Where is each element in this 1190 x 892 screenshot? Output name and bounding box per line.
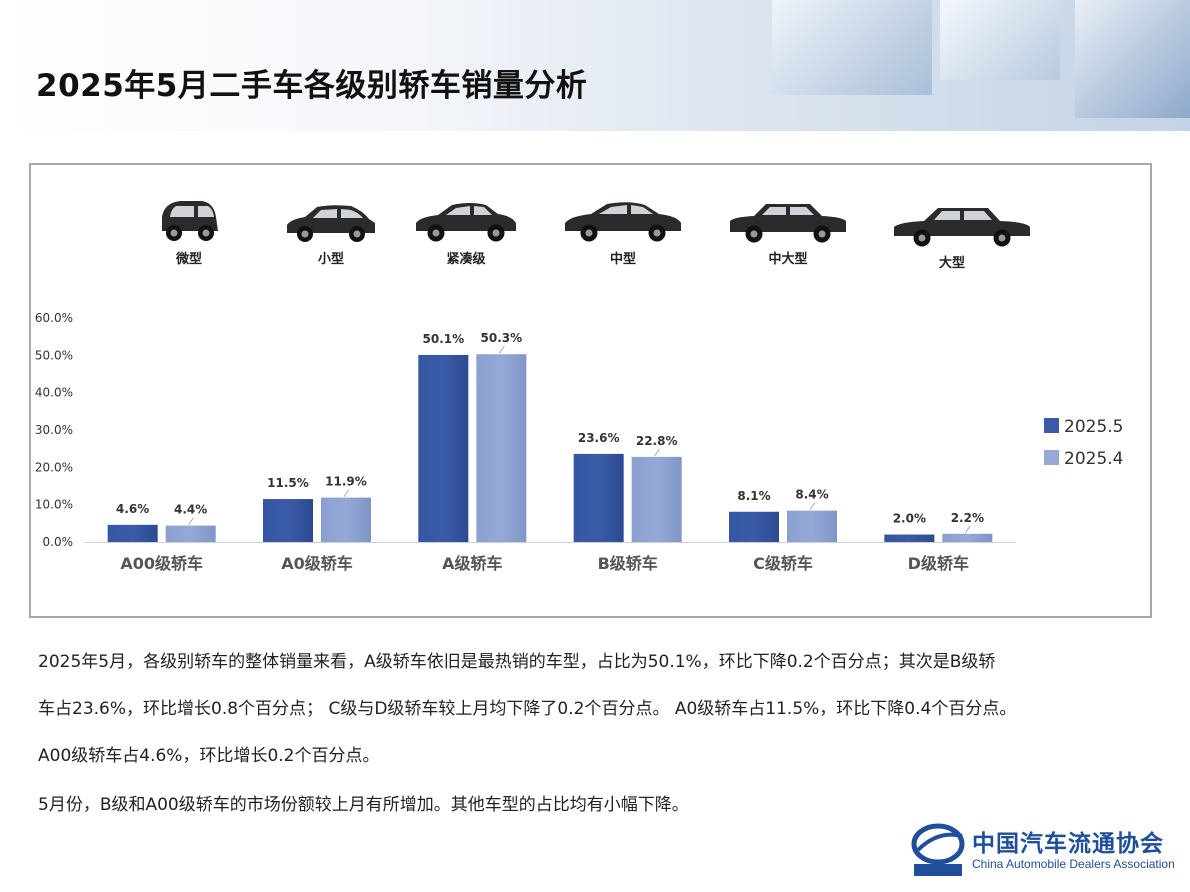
banner-decoration [772, 0, 932, 95]
bar-2025.4 [476, 354, 527, 542]
data-label: 11.5% [267, 476, 309, 490]
y-tick-label: 60.0% [35, 311, 73, 325]
bar-2025.5 [729, 511, 779, 542]
banner-decoration [940, 0, 1060, 80]
hatchback-car-icon [287, 205, 375, 242]
x-category-label: C级轿车 [753, 554, 813, 573]
bar-2025.5 [107, 524, 158, 542]
bar-2025.4 [631, 456, 682, 542]
data-label: 22.8% [636, 434, 678, 448]
description-line: 5月份，B级和A00级轿车的市场份额较上月有所增加。其他车型的占比均有小幅下降。 [38, 795, 689, 815]
data-label: 50.1% [423, 332, 465, 346]
data-label: 11.9% [325, 475, 367, 489]
leader-line [654, 448, 660, 457]
car-type-midsize: 中型 [563, 199, 683, 267]
bar-2025.5 [263, 499, 313, 542]
bar-2025.4 [165, 525, 216, 542]
y-tick-label: 10.0% [35, 498, 73, 512]
data-label: 23.6% [578, 431, 620, 445]
x-category-label: D级轿车 [908, 554, 969, 573]
car-type-label: 紧凑级 [446, 252, 486, 267]
chart-panel: 微型 小型 紧凑级 中型 [29, 163, 1152, 618]
description-line: 2025年5月，各级别轿车的整体销量来看，A级轿车依旧是最热销的车型，占比为50… [38, 652, 996, 672]
x-category-label: A00级轿车 [120, 554, 203, 573]
cada-logo-icon [911, 823, 965, 876]
car-type-label: 中型 [609, 252, 636, 267]
bar-2025.4 [321, 497, 371, 542]
cada-logo: 中国汽车流通协会 China Automobile Dealers Associ… [908, 818, 1178, 882]
micro-car-icon [162, 201, 218, 241]
fullsize-sedan-icon [730, 204, 846, 243]
car-type-label: 中大型 [768, 252, 808, 267]
legend-swatch [1044, 450, 1059, 465]
banner-decoration [1075, 0, 1190, 118]
leader-line [499, 345, 505, 354]
header-banner [0, 0, 1190, 131]
x-category-label: A级轿车 [442, 554, 502, 573]
bar-2025.4 [942, 533, 993, 542]
data-label: 4.6% [116, 502, 149, 516]
y-tick-label: 20.0% [35, 460, 73, 474]
car-type-label: 大型 [938, 256, 965, 271]
midsize-sedan-icon [565, 202, 681, 242]
legend-label: 2025.4 [1064, 449, 1123, 469]
car-type-compact: 紧凑级 [406, 199, 526, 267]
car-type-label: 小型 [317, 252, 344, 267]
description-line: A00级轿车占4.6%，环比增长0.2个百分点。 [38, 746, 380, 766]
car-type-small: 小型 [271, 201, 391, 267]
logo-name-cn: 中国汽车流通协会 [972, 830, 1164, 857]
y-tick-label: 50.0% [35, 348, 73, 362]
x-category-label: B级轿车 [598, 554, 658, 573]
data-label: 2.2% [951, 511, 984, 525]
y-tick-label: 0.0% [43, 535, 74, 549]
y-tick-label: 40.0% [35, 386, 73, 400]
data-label: 4.4% [174, 503, 207, 517]
data-label: 2.0% [893, 512, 926, 526]
car-type-label: 微型 [175, 252, 202, 267]
compact-sedan-icon [416, 203, 516, 242]
bar-2025.5 [573, 453, 624, 542]
bar-2025.4 [787, 510, 837, 542]
legend-swatch [1044, 418, 1059, 433]
car-type-fullsize: 中大型 [728, 199, 848, 267]
data-label: 50.3% [481, 331, 523, 345]
large-sedan-icon [894, 208, 1030, 247]
car-type-large: 大型 [892, 203, 1030, 271]
car-type-micro: 微型 [129, 195, 249, 267]
legend-label: 2025.5 [1064, 417, 1123, 437]
leader-line [965, 525, 971, 534]
description-line: 车占23.6%，环比增长0.8个百分点； C级与D级轿车较上月均下降了0.2个百… [38, 699, 1017, 719]
leader-line [188, 517, 194, 525]
y-tick-label: 30.0% [35, 423, 73, 437]
data-label: 8.1% [737, 489, 770, 503]
bar-2025.5 [884, 534, 935, 542]
page-title: 2025年5月二手车各级别轿车销量分析 [36, 68, 588, 104]
data-label: 8.4% [795, 488, 828, 502]
leader-line [809, 502, 816, 510]
leader-line [343, 489, 350, 497]
logo-name-en: China Automobile Dealers Association [972, 857, 1175, 871]
x-category-label: A0级轿车 [281, 554, 353, 573]
bar-2025.5 [418, 354, 469, 542]
